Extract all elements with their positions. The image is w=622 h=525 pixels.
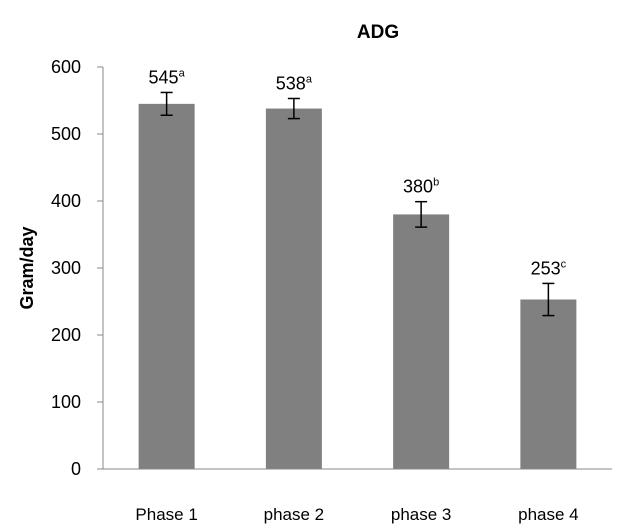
x-category-label: phase 2 [264,505,325,524]
y-tick-label: 600 [51,57,81,77]
chart-title: ADG [357,22,399,43]
y-tick-label: 100 [51,392,81,412]
y-tick-label: 400 [51,191,81,211]
y-axis-label: Gram/day [17,226,37,309]
x-category-label: phase 4 [518,505,579,524]
y-tick-label: 500 [51,124,81,144]
x-category-label: Phase 1 [135,505,197,524]
data-labels: 545a 538a 380b 253c [149,67,567,278]
x-axis-categories: Phase 1 phase 2 phase 3 phase 4 [135,505,578,524]
data-label: 538a [276,73,313,93]
bar [520,299,577,469]
data-label: 545a [149,67,186,87]
y-tick-label: 200 [51,325,81,345]
error-bars [160,91,555,317]
x-category-label: phase 3 [391,505,452,524]
y-tick-label: 300 [51,258,81,278]
data-label: 380b [403,177,439,197]
y-axis-ticks: 0 100 200 300 400 500 600 [51,57,104,479]
bar [393,214,450,469]
bar [138,103,195,469]
data-label: 253c [531,258,567,278]
bar [265,108,322,469]
bars [138,103,577,469]
y-tick-label: 0 [71,459,81,479]
